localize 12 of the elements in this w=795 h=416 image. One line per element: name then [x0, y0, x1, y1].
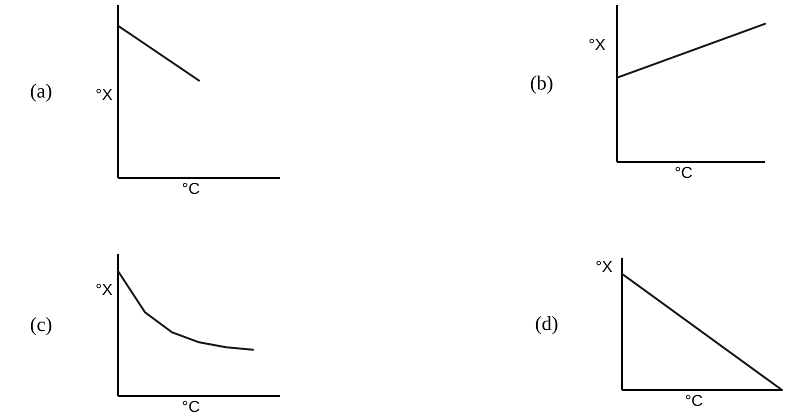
x-axis-title: °C — [685, 393, 703, 410]
y-axis-title: °X — [588, 37, 606, 54]
x-axis-title: °C — [182, 181, 200, 198]
y-axis-title: °X — [595, 259, 613, 276]
y-axis-title: °X — [95, 87, 113, 104]
y-axis-title: °X — [95, 282, 113, 299]
x-axis-title: °C — [182, 399, 200, 416]
text: (b) — [530, 72, 554, 94]
text: (c) — [30, 314, 52, 336]
text: (d) — [535, 313, 558, 335]
x-axis-title: °C — [674, 165, 693, 182]
text: (a) — [30, 80, 52, 102]
